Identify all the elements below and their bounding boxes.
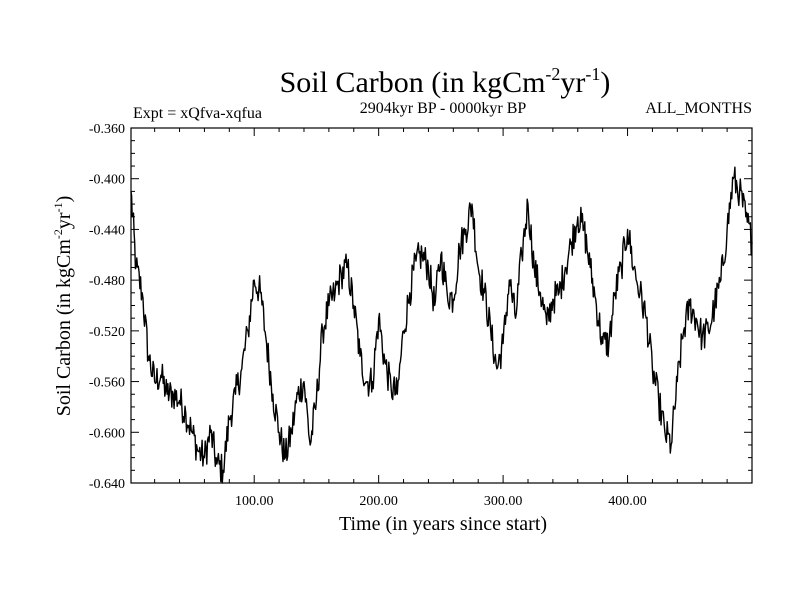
subtitle-center: 2904kyr BP - 0000kyr BP [360, 100, 527, 117]
y-tick-label: -0.400 [89, 173, 125, 188]
y-axis-label: Soil Carbon (in kgCm-2yr-1) [51, 196, 75, 417]
ylabel-sup2: -1 [51, 202, 65, 212]
title-end: ) [600, 66, 610, 99]
x-tick-label: 300.00 [484, 494, 523, 509]
x-axis-label: Time (in years since start) [339, 513, 547, 535]
y-tick-label: -0.440 [89, 223, 125, 238]
x-tick-label: 200.00 [359, 494, 398, 509]
x-tick-label: 400.00 [608, 494, 647, 509]
y-tick-label: -0.600 [89, 426, 125, 441]
ylabel-main: Soil Carbon (in kgCm [53, 239, 75, 417]
x-tick-label: 100.00 [235, 494, 274, 509]
ylabel-sup1: -2 [51, 229, 65, 239]
title-main: Soil Carbon (in kgCm [280, 66, 546, 99]
subtitle-left: Expt = xQfva-xqfua [133, 105, 262, 122]
ylabel-mid: yr [53, 212, 75, 229]
y-tick-label: -0.640 [89, 477, 125, 492]
y-tick-label: -0.360 [89, 122, 125, 137]
plot-area [130, 127, 753, 484]
y-tick-label: -0.520 [89, 325, 125, 340]
subtitle-right: ALL_MONTHS [645, 100, 752, 117]
y-tick-label: -0.560 [89, 376, 125, 391]
ylabel-end: ) [53, 196, 75, 203]
series-line-soil-carbon [130, 166, 753, 484]
title-sup2: -1 [585, 64, 600, 84]
title-sup1: -2 [545, 64, 560, 84]
chart-title: Soil Carbon (in kgCm-2yr-1) [280, 64, 611, 99]
y-tick-label: -0.480 [89, 274, 125, 289]
title-mid: yr [560, 66, 585, 99]
axis-ticks: -0.360 -0.400 -0.440 -0.480 -0.520 -0.560 -0.6… [89, 122, 752, 509]
